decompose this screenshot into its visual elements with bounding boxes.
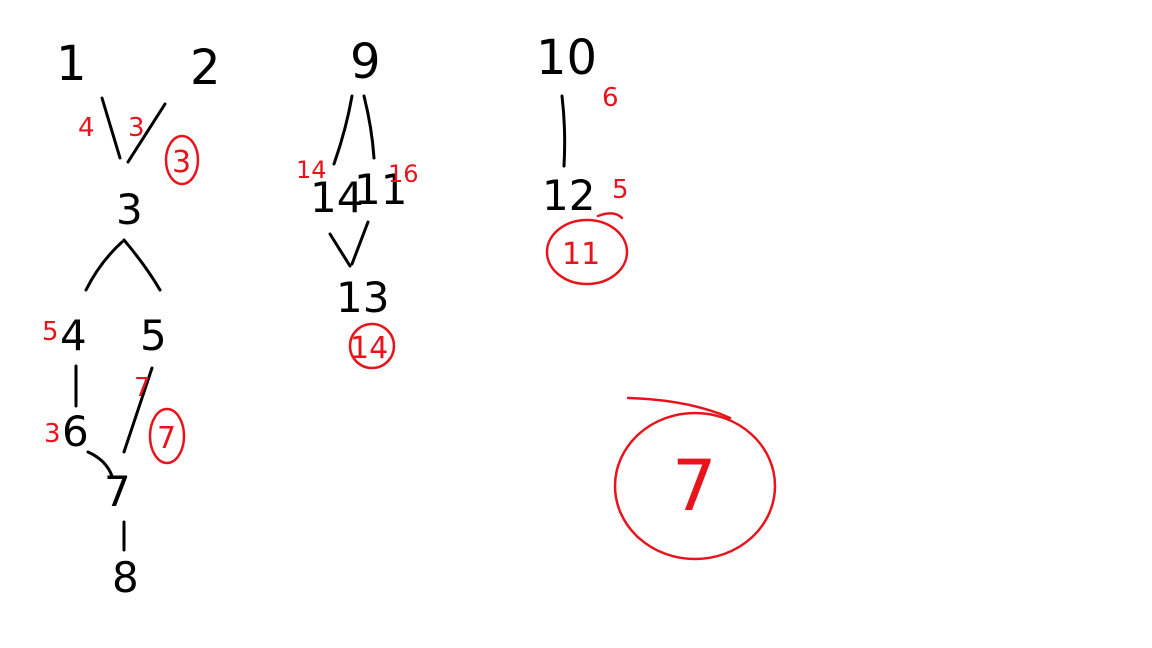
edge-5-7 (122, 366, 154, 454)
edge-14-13 (328, 232, 352, 268)
node-9: 9 (350, 34, 381, 90)
circled-value-tree2: 14 (348, 322, 396, 370)
node-2: 2 (190, 40, 221, 96)
node-4: 4 (60, 311, 87, 360)
annotation-edge-5-7: 7 (134, 373, 151, 403)
edge-11-13 (350, 220, 370, 266)
circled-value-text: 3 (172, 145, 191, 180)
circled-value-text: 7 (157, 421, 176, 456)
circled-answer: 7 (613, 396, 777, 561)
node-8: 8 (112, 553, 139, 602)
edge-3-4 (84, 240, 124, 292)
edge-10-12 (560, 94, 567, 168)
node-5: 5 (140, 311, 167, 360)
annotation-node-6: 3 (44, 419, 61, 449)
node-6: 6 (62, 407, 89, 456)
node-10: 10 (536, 30, 597, 86)
node-13: 13 (336, 273, 389, 322)
circled-value-text: 14 (350, 331, 388, 366)
annotation-node-10: 6 (602, 83, 619, 113)
circled-answer-text: 7 (672, 445, 717, 527)
node-7: 7 (104, 467, 131, 516)
edge-3-5 (122, 238, 162, 292)
circled-value-tree1-top: 3 (164, 134, 200, 186)
annotation-edge-9-11: 16 (388, 160, 419, 188)
circled-value-tree1-bottom: 7 (148, 407, 186, 465)
annotation-edge-2-3: 3 (128, 113, 145, 143)
circled-value-tree3: 11 (545, 212, 629, 286)
circled-value-text: 11 (562, 237, 600, 272)
edge-1-3 (100, 96, 122, 160)
edge-2-3 (126, 102, 167, 164)
edge-9-14 (332, 94, 354, 166)
tree-3: 10 12 6 5 11 (536, 30, 629, 286)
node-11: 11 (354, 165, 407, 214)
annotation-edge-9-14: 14 (296, 156, 327, 184)
annotation-node-12: 5 (612, 175, 629, 205)
node-3: 3 (116, 185, 143, 234)
tree-2: 9 14 11 13 14 16 14 (296, 34, 419, 370)
answer-overline (626, 396, 732, 420)
node-12: 12 (542, 171, 595, 220)
edge-6-7 (86, 450, 114, 478)
tree-1: 1 2 3 4 5 6 7 8 4 3 5 3 7 3 7 (42, 36, 221, 602)
edge-9-11 (362, 94, 376, 160)
annotation-node-4: 5 (42, 317, 59, 347)
node-1: 1 (56, 36, 87, 92)
annotation-edge-1-3: 4 (78, 113, 95, 143)
node-14: 14 (310, 173, 363, 222)
